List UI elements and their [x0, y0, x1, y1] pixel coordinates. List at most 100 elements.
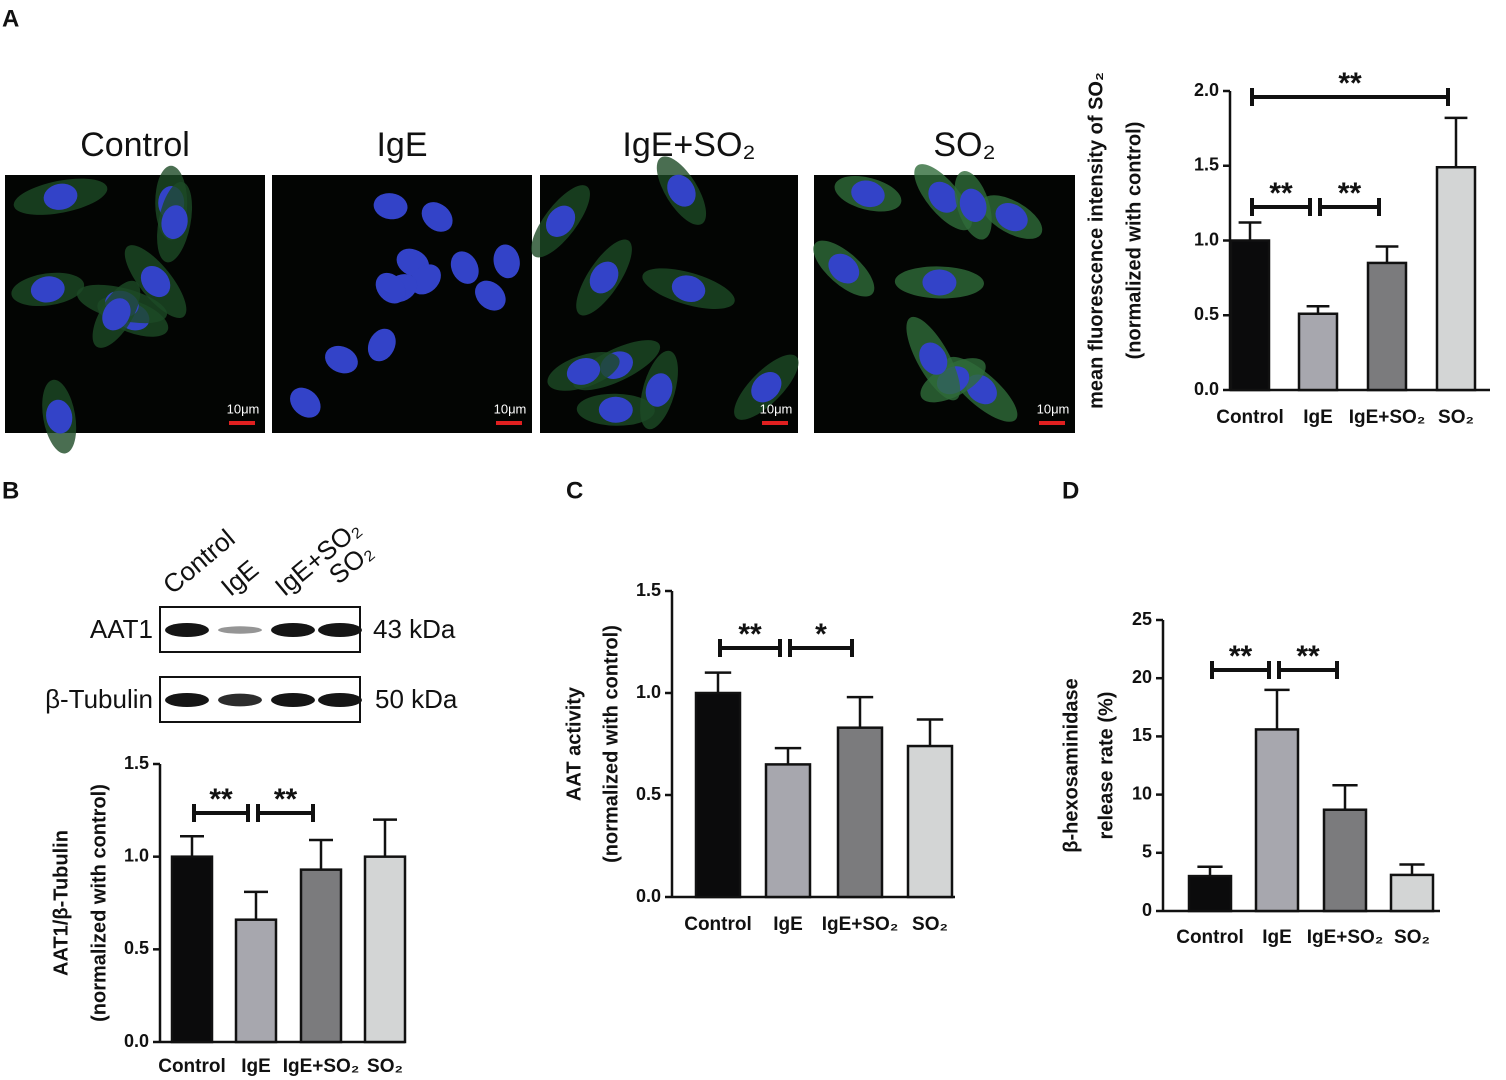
nucleus: [589, 261, 619, 294]
panel-label: B: [2, 477, 19, 504]
nucleus: [493, 244, 520, 279]
y-tick-label: 1.5: [124, 753, 149, 773]
bar: [363, 855, 407, 1044]
nucleus: [325, 345, 358, 374]
micrograph-label: Control: [80, 126, 190, 164]
bar: [836, 726, 884, 899]
y-axis-label: AAT activity: [563, 686, 585, 801]
nucleus: [375, 272, 406, 304]
significance-label: *: [815, 618, 827, 651]
bar: [170, 855, 214, 1044]
nucleus: [410, 264, 441, 295]
scale-bar-label: 10μm: [1037, 401, 1070, 416]
panel-label: C: [566, 477, 583, 504]
nucleus: [667, 174, 696, 207]
x-tick-label: Control: [1176, 927, 1244, 948]
bar: [906, 744, 954, 899]
significance-label: **: [1296, 640, 1320, 673]
y-tick-label: 25: [1132, 609, 1152, 629]
nucleus: [102, 298, 131, 331]
band: [318, 623, 362, 637]
nucleus: [995, 203, 1028, 232]
y-tick-label: 1.5: [1194, 155, 1219, 175]
y-tick-label: 2.0: [1194, 80, 1219, 100]
y-axis-label: β-hexosaminidase: [1060, 678, 1082, 853]
micrograph-label: SO₂: [933, 126, 995, 164]
y-axis-label: AAT1/β-Tubulin: [50, 830, 72, 976]
x-tick-label: Control: [1216, 407, 1284, 428]
band: [271, 623, 315, 637]
scale-bar-label: 10μm: [760, 401, 793, 416]
cells: [531, 156, 799, 430]
bar: [299, 868, 343, 1044]
y-tick-label: 1.0: [1194, 229, 1219, 249]
nucleus: [290, 387, 321, 418]
bar: [1435, 165, 1477, 392]
significance-label: **: [1338, 177, 1362, 210]
micrograph-label: IgE: [376, 126, 427, 164]
y-tick-label: 0.0: [124, 1031, 149, 1051]
band: [271, 693, 315, 707]
significance-label: **: [1229, 640, 1253, 673]
x-tick-label: SO₂: [1438, 407, 1474, 428]
nucleus: [450, 251, 479, 284]
nucleus: [30, 276, 65, 303]
nucleus: [43, 183, 78, 210]
y-tick-label: 0.5: [1194, 304, 1219, 324]
x-tick-label: SO₂: [912, 914, 948, 935]
bar: [764, 763, 812, 899]
nucleus: [373, 193, 408, 220]
nucleus: [161, 205, 188, 239]
nucleus: [140, 265, 171, 298]
nucleus: [645, 373, 673, 407]
nucleus: [928, 181, 958, 213]
band-size: 50 kDa: [375, 684, 458, 714]
significance-label: **: [209, 783, 233, 816]
y-tick-label: 1.0: [636, 682, 661, 702]
micrograph-label: IgE+SO₂: [622, 126, 755, 164]
y-tick-label: 5: [1142, 842, 1152, 862]
nucleus: [959, 188, 987, 222]
x-tick-label: IgE: [1262, 927, 1292, 948]
nucleus: [922, 269, 957, 296]
y-axis-label: (normalized with control): [1123, 122, 1145, 360]
x-tick-label: IgE: [773, 914, 803, 935]
x-tick-label: SO₂: [1394, 927, 1430, 948]
band: [218, 626, 262, 634]
y-axis-label: (normalized with control): [88, 784, 110, 1022]
nucleus: [367, 328, 396, 362]
cells: [813, 164, 1043, 422]
y-tick-label: 20: [1132, 667, 1152, 687]
nucleus: [598, 396, 633, 423]
bar: [694, 691, 742, 899]
nucleus: [851, 180, 885, 208]
y-tick-label: 0: [1142, 900, 1152, 920]
x-tick-label: Control: [684, 914, 752, 935]
bar: [1297, 312, 1339, 392]
band: [165, 623, 209, 637]
band: [165, 693, 209, 707]
scale-bar-label: 10μm: [494, 401, 527, 416]
y-tick-label: 0.0: [636, 886, 661, 906]
x-tick-label: IgE: [1303, 407, 1333, 428]
bar: [1366, 261, 1408, 392]
bar: [234, 918, 278, 1044]
significance-label: **: [738, 618, 762, 651]
bar: [1322, 808, 1368, 913]
band: [218, 693, 262, 707]
x-tick-label: IgE+SO₂: [822, 914, 899, 935]
scale-bar-label: 10μm: [227, 401, 260, 416]
nucleus: [46, 399, 73, 434]
nucleus: [475, 280, 506, 311]
bar: [1254, 728, 1300, 913]
x-tick-label: IgE+SO₂: [283, 1056, 360, 1077]
x-tick-label: IgE: [241, 1056, 271, 1077]
y-axis-label: release rate (%): [1095, 692, 1117, 840]
significance-label: **: [274, 783, 298, 816]
y-tick-label: 0.0: [1194, 379, 1219, 399]
micrographs: [5, 156, 1075, 454]
nucleus: [566, 357, 601, 385]
x-tick-label: SO₂: [367, 1056, 403, 1077]
protein-label: β-Tubulin: [45, 684, 153, 714]
